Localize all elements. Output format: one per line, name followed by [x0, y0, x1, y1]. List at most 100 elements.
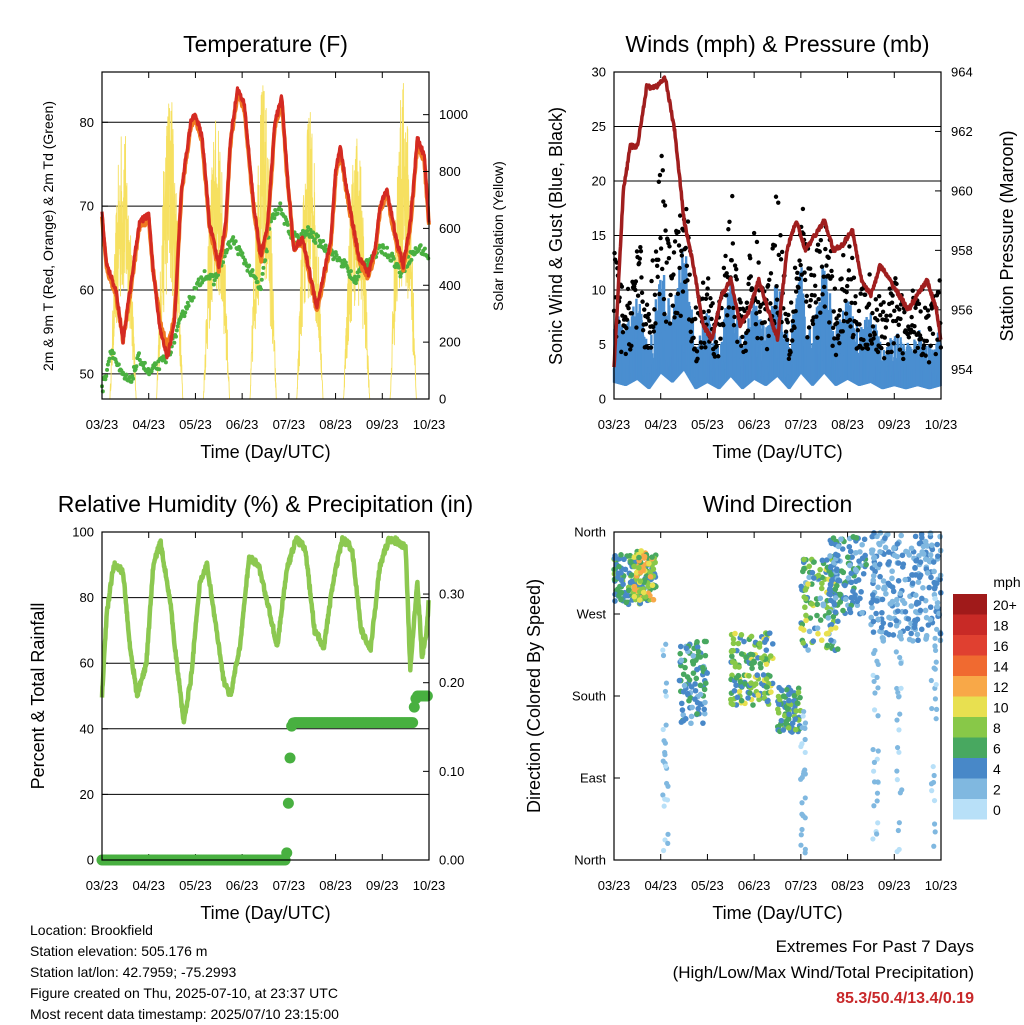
wind-gust-point: [829, 268, 834, 274]
dewpoint-point: [216, 273, 221, 278]
wind-direction-point: [889, 575, 895, 582]
wind-gust-point: [802, 270, 807, 275]
wind-gust-point: [894, 281, 899, 287]
wind-direction-point: [660, 652, 667, 659]
wind-direction-point: [904, 625, 911, 632]
wind-direction-point: [753, 681, 759, 687]
wind-direction-point: [703, 680, 709, 686]
wind-gust-point: [628, 347, 633, 352]
wind-gust-point: [639, 275, 644, 280]
wind-gust-point: [832, 286, 838, 291]
wind-gust-point: [625, 286, 631, 292]
wind-gust-point: [830, 325, 836, 330]
y2-tick-label: 0.20: [439, 675, 464, 690]
wind-gust-point: [893, 276, 898, 281]
wind-gust-point: [651, 329, 657, 334]
wind-direction-point: [872, 647, 878, 654]
wind-gust-point: [744, 300, 750, 305]
wind-direction-point: [800, 640, 807, 646]
wind-direction-point: [925, 622, 932, 628]
wind-gust-point: [836, 313, 841, 318]
wind-gust-point: [891, 341, 896, 346]
wind-direction-point: [611, 555, 618, 562]
wind-direction-point: [802, 595, 809, 602]
wind-gust-point: [922, 305, 928, 311]
wind-gust-point: [742, 340, 748, 346]
wind-gust-point: [921, 343, 927, 348]
wind-direction-point: [801, 556, 807, 563]
wind-direction-point: [860, 570, 867, 577]
wind-direction-point: [842, 582, 848, 589]
wind-direction-point: [872, 690, 878, 696]
wind-gust-point: [909, 314, 914, 320]
y2-tick-label: 200: [439, 335, 461, 350]
wind-direction-point: [898, 660, 904, 666]
wind-direction-point: [692, 681, 698, 687]
wind-direction-point: [737, 678, 744, 685]
wind-gust-point: [710, 301, 715, 306]
wind-direction-point: [768, 689, 774, 695]
x-axis-label: Time (Day/UTC): [200, 903, 330, 923]
wind-gust-point: [923, 353, 928, 358]
wind-direction-point: [615, 574, 621, 580]
wind-gust-point: [876, 294, 882, 299]
wind-gust-point: [792, 325, 797, 330]
wind-gust-point: [677, 265, 682, 271]
wind-direction-point: [678, 719, 685, 725]
wind-direction-point: [695, 648, 702, 655]
wind-direction-point: [817, 566, 823, 573]
dewpoint-point: [253, 276, 258, 281]
dewpoint-point: [186, 303, 191, 308]
wind-direction-point: [833, 567, 840, 574]
wind-direction-point: [897, 590, 904, 597]
wind-direction-point: [786, 697, 792, 704]
legend-label: 0: [993, 802, 1001, 818]
wind-direction-point: [741, 638, 747, 645]
wind-gust-point: [740, 334, 745, 340]
wind-direction-point: [663, 680, 670, 686]
wind-gust-point: [762, 320, 767, 325]
dewpoint-point: [183, 310, 188, 315]
wind-gust-point: [795, 270, 800, 276]
wind-direction-point: [871, 768, 877, 774]
wind-direction-point: [786, 711, 792, 718]
wind-direction-point: [835, 543, 842, 550]
wind-direction-point: [682, 664, 688, 671]
wind-direction-point: [912, 564, 918, 571]
wind-gust-point: [662, 311, 667, 317]
wind-direction-point: [874, 831, 880, 837]
wind-direction-point: [687, 695, 694, 701]
wind-direction-point: [746, 672, 752, 679]
wind-direction-point: [889, 568, 895, 575]
wind-direction-point: [780, 727, 787, 733]
wind-gust-point: [928, 343, 933, 348]
dewpoint-point: [105, 367, 110, 372]
wind-direction-point: [922, 607, 929, 614]
wind-gust-point: [900, 351, 905, 356]
x-tick-label: 05/23: [691, 417, 724, 432]
y2-tick-label: 964: [951, 65, 973, 80]
wind-gust-point: [647, 330, 653, 335]
wind-direction-point: [700, 720, 706, 726]
wind-direction-point: [662, 688, 669, 695]
wind-direction-point: [820, 602, 827, 609]
dewpoint-point: [285, 222, 290, 227]
wind-direction-point: [779, 687, 785, 694]
wind-direction-point: [697, 691, 704, 698]
wind-gust-point: [756, 260, 761, 265]
wind-direction-point: [631, 593, 638, 600]
wind-direction-point: [828, 626, 834, 633]
wind-direction-point: [799, 774, 805, 780]
wind-direction-point: [859, 541, 865, 548]
wind-direction-point: [886, 631, 892, 638]
wind-direction-point: [887, 615, 894, 621]
wind-gust-point: [624, 317, 630, 322]
wind-direction-point: [701, 638, 708, 645]
wind-direction-point: [890, 632, 897, 638]
wind-direction-point: [832, 625, 839, 631]
wind-direction-point: [692, 696, 698, 702]
wind-gust-point: [634, 325, 639, 330]
wind-gust-point: [814, 314, 819, 319]
wind-direction-point: [749, 665, 755, 672]
